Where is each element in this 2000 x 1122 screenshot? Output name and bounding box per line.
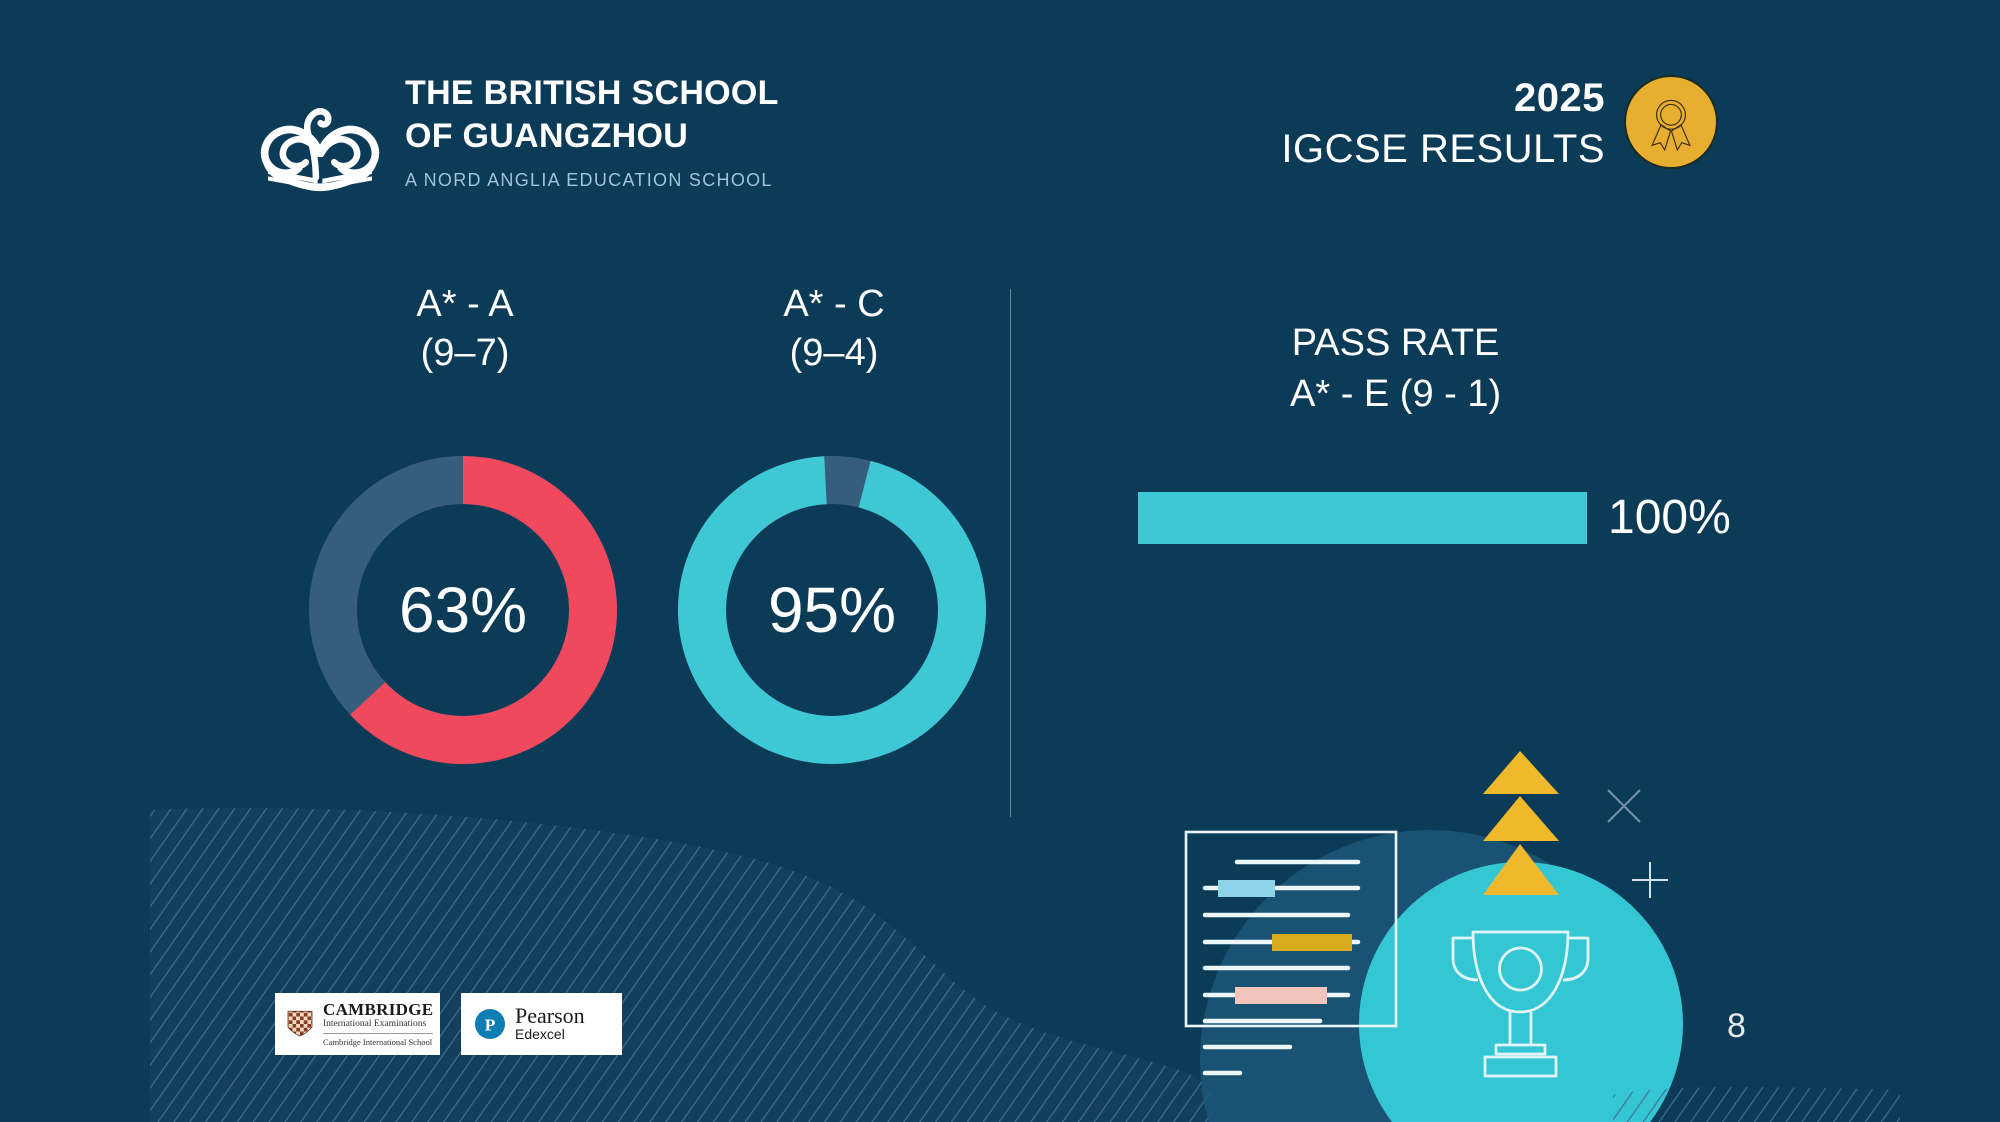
svg-text:P: P	[485, 1015, 496, 1034]
